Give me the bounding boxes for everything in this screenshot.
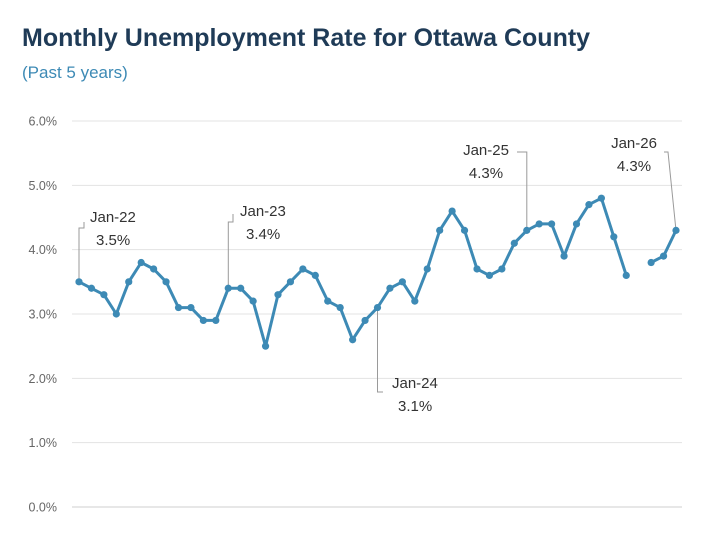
data-point [622,271,630,279]
data-point [448,207,456,215]
annotations: Jan-22 3.5% Jan-23 3.4% Jan-24 3.1% Jan-25 4.3%… [90,135,657,415]
annotation-date: Jan-24 [392,375,438,392]
annotation-leader [78,222,85,282]
annotation-date: Jan-25 [463,142,509,159]
data-point [411,297,419,305]
annotation-leader [517,151,528,231]
data-point [150,265,158,273]
y-tick-label: 3.0% [29,308,58,322]
data-point [174,303,183,312]
data-point [125,278,133,286]
data-point [560,252,568,260]
data-point [162,278,170,286]
data-point [436,226,444,234]
data-point [137,258,145,267]
series-line-segment [77,196,628,348]
annotation-date: Jan-23 [240,203,286,220]
annotation-value: 4.3% [617,158,651,175]
data-point [324,297,332,305]
annotation-leader [227,214,234,289]
data-points [75,194,680,350]
data-point [361,316,369,325]
data-point [572,220,581,228]
data-point [299,265,307,273]
gridlines [72,120,682,508]
chart-title: Monthly Unemployment Rate for Ottawa Cou… [22,24,591,52]
y-tick-label: 2.0% [29,372,58,386]
data-point [274,291,282,299]
data-point [423,265,431,273]
y-tick-label: 6.0% [29,115,58,129]
data-point [398,278,406,286]
data-point [311,271,319,279]
data-point [523,226,531,234]
data-point [224,284,232,292]
data-point [75,278,83,286]
data-point [647,258,655,267]
data-point [610,233,618,241]
y-axis: 0.0% 1.0% 2.0% 3.0% 4.0% 5.0% 6.0% [29,115,58,515]
data-point [212,316,220,325]
data-point [100,291,108,299]
annotation-value: 4.3% [469,165,503,182]
data-point [112,310,120,318]
data-point [498,265,506,273]
y-tick-label: 0.0% [29,501,58,515]
annotation-leader [664,151,677,231]
y-tick-label: 4.0% [29,243,58,257]
annotation-leaders [78,151,677,393]
annotation-value: 3.5% [96,232,130,249]
data-point [460,226,469,234]
annotation-value: 3.4% [246,226,280,243]
data-point [659,252,668,260]
data-point [672,226,680,234]
y-tick-label: 1.0% [29,436,58,450]
data-point [485,271,494,279]
annotation-date: Jan-22 [90,209,136,226]
annotation-value: 3.1% [398,398,432,415]
annotation-leader [377,307,383,393]
data-point [286,278,295,286]
data-point [199,316,207,325]
y-tick-label: 5.0% [29,179,58,193]
data-point [249,297,257,305]
annotation-date: Jan-26 [611,135,657,152]
data-point [535,220,543,228]
data-point [336,303,344,312]
data-point [585,201,593,209]
data-point [473,265,481,273]
data-point [597,194,605,202]
data-point [87,284,96,292]
data-point [237,284,245,292]
data-point [510,239,518,247]
data-point [261,342,270,350]
chart-subtitle: (Past 5 years) [22,63,128,82]
data-point [187,303,195,312]
data-point [386,284,394,292]
data-point [349,336,357,344]
data-point [373,303,382,312]
data-point [548,220,556,228]
